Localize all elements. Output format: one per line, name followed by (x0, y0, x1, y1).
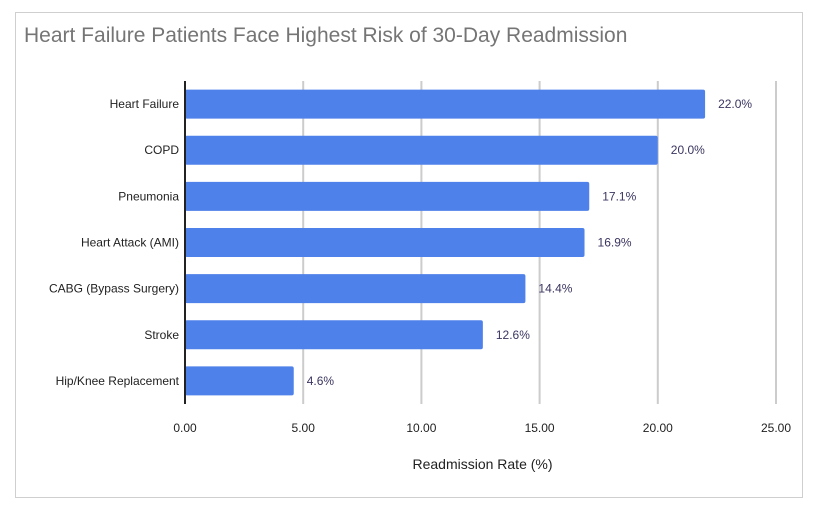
x-tick-label-3: 15.00 (525, 421, 555, 435)
bar-6 (185, 366, 294, 396)
category-label-3: Heart Attack (AMI) (81, 236, 179, 250)
x-tick-label-0: 0.00 (173, 421, 197, 435)
x-axis-title: Readmission Rate (%) (412, 456, 552, 472)
bar-1 (185, 135, 658, 165)
category-label-5: Stroke (144, 328, 179, 342)
x-tick-label-2: 10.00 (406, 421, 436, 435)
bar-5 (185, 320, 483, 350)
x-tick-label-4: 20.00 (643, 421, 673, 435)
data-label-5: 12.6% (496, 328, 530, 342)
category-label-2: Pneumonia (118, 189, 179, 203)
data-label-1: 20.0% (671, 143, 705, 157)
bar-0 (185, 89, 706, 119)
data-label-2: 17.1% (602, 189, 636, 203)
chart-title: Heart Failure Patients Face Highest Risk… (24, 24, 628, 47)
data-label-4: 14.4% (538, 282, 572, 296)
bar-2 (185, 181, 590, 211)
bar-4 (185, 274, 526, 304)
category-label-0: Heart Failure (110, 97, 180, 111)
x-tick-label-1: 5.00 (292, 421, 316, 435)
data-label-0: 22.0% (718, 97, 752, 111)
x-tick-label-5: 25.00 (761, 421, 791, 435)
data-label-6: 4.6% (307, 374, 335, 388)
category-label-6: Hip/Knee Replacement (56, 374, 180, 388)
category-label-1: COPD (144, 143, 179, 157)
bar-3 (185, 228, 585, 257)
data-label-3: 16.9% (598, 236, 632, 250)
category-label-4: CABG (Bypass Surgery) (49, 282, 179, 296)
